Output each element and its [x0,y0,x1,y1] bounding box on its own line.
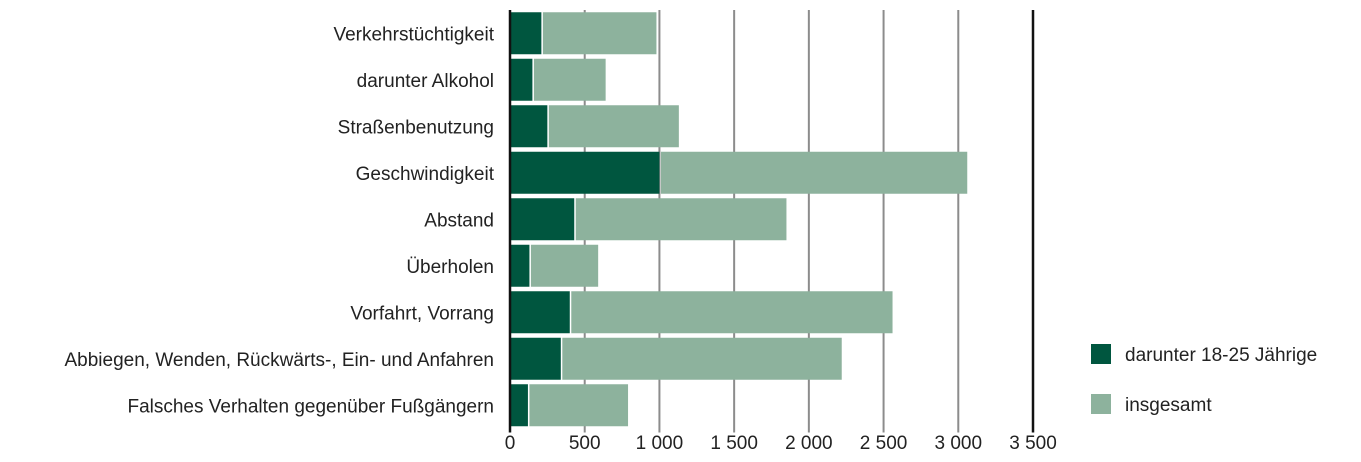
bar-insgesamt [548,105,679,148]
category-label: darunter Alkohol [357,71,494,92]
category-label: Verkehrstüchtigkeit [333,24,494,45]
bar-insgesamt [530,244,599,287]
bar-darunter-18-25 [510,198,575,241]
x-tick-label: 1 500 [710,433,758,454]
bar-darunter-18-25 [510,384,528,427]
legend-swatch [1091,344,1111,364]
bar-darunter-18-25 [510,12,542,55]
category-label: Geschwindigkeit [356,164,495,185]
bar-darunter-18-25 [510,244,530,287]
bar-insgesamt [542,12,657,55]
bar-insgesamt [575,198,787,241]
bar-darunter-18-25 [510,105,548,148]
x-tick-label: 3 000 [935,433,983,454]
category-label: Überholen [406,257,494,278]
legend-label: insgesamt [1125,395,1212,416]
bars [510,12,968,427]
category-label: Falsches Verhalten gegenüber Fußgängern [127,396,494,417]
x-tick-labels: 0 500 1 000 1 500 2 000 2 500 3 000 3 500 [505,433,1057,454]
category-label: Vorfahrt, Vorrang [350,303,494,324]
category-label: Straßenbenutzung [338,117,494,138]
category-labels: Verkehrstüchtigkeit darunter Alkohol Straß… [64,24,494,417]
category-label: Abbiegen, Wenden, Rückwärts-, Ein- und A… [64,350,494,371]
x-tick-label: 1 000 [636,433,684,454]
bar-insgesamt [529,384,629,427]
x-tick-label: 500 [569,433,601,454]
legend-swatch [1091,394,1111,414]
bar-insgesamt [571,291,893,334]
legend-label: darunter 18-25 Jährige [1125,345,1317,366]
axes [508,10,1035,433]
x-tick-label: 2 500 [860,433,908,454]
legend: darunter 18-25 Jährige insgesamt [1091,344,1317,416]
category-label: Abstand [424,210,494,231]
bar-darunter-18-25 [510,58,533,101]
bar-insgesamt [562,337,842,380]
x-tick-label: 2 000 [785,433,833,454]
bar-insgesamt [533,58,606,101]
x-tick-label: 0 [505,433,516,454]
bar-insgesamt [660,151,968,194]
x-tick-label: 3 500 [1009,433,1057,454]
bar-darunter-18-25 [510,291,570,334]
bar-darunter-18-25 [510,337,561,380]
bar-darunter-18-25 [510,151,660,194]
